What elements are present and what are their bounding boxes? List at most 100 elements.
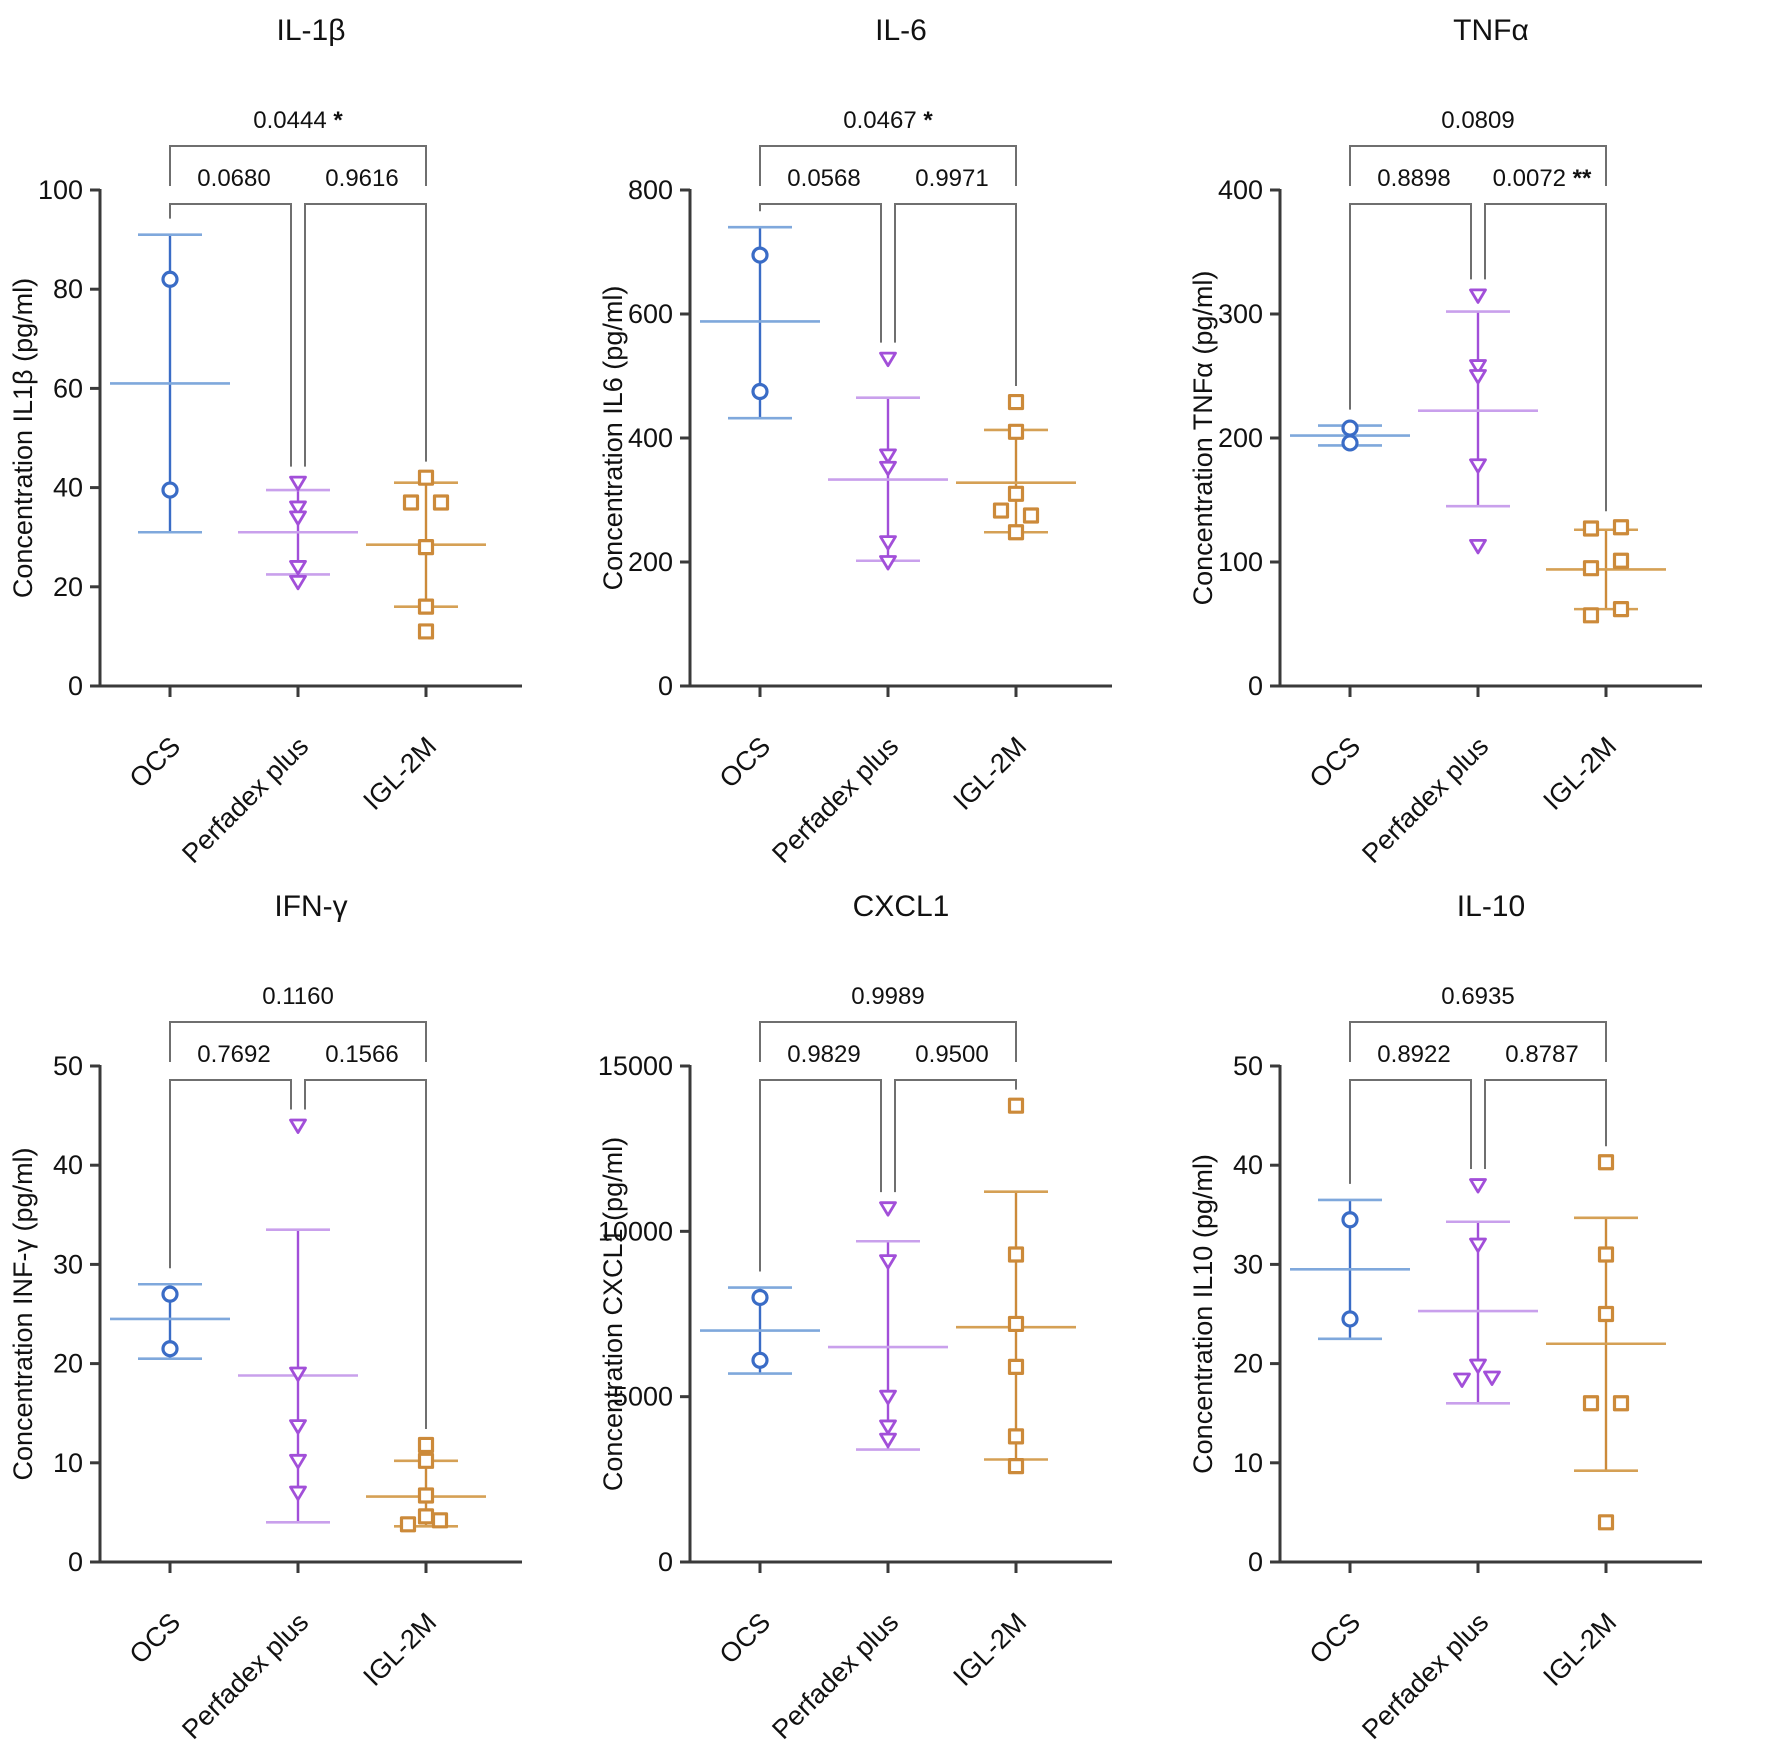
panel-title: IL-10 — [1457, 890, 1525, 923]
y-tick-label: 0 — [68, 1547, 83, 1577]
significance-bracket — [759, 203, 882, 343]
data-point — [879, 1419, 897, 1435]
data-point — [1007, 423, 1025, 440]
y-tick-label: 15000 — [598, 1051, 673, 1081]
data-point — [1582, 1395, 1600, 1412]
data-point — [1469, 359, 1487, 375]
y-axis-label: Concentration IL1β (pg/ml) — [8, 278, 38, 598]
data-point — [1007, 524, 1025, 541]
data-point — [1612, 1395, 1630, 1412]
y-tick-label: 200 — [1218, 423, 1263, 453]
x-tick-label: IGL-2M — [357, 1607, 442, 1692]
panel-il-6: IL-6 0 200 400 600 800 OCS Perfadex plus IGL-2M C… — [590, 0, 1180, 876]
y-tick-label: 80 — [53, 274, 83, 304]
panel-title: TNFα — [1453, 14, 1529, 47]
panel-il-10: IL-10 0 10 20 30 40 50 OCS Perfadex plus IGL-2M Co… — [1180, 876, 1772, 1752]
data-point — [1453, 1372, 1471, 1388]
x-tick-label: OCS — [1304, 1607, 1367, 1670]
y-tick-label: 5000 — [613, 1382, 673, 1412]
p-value-label: 0.6935 — [1441, 983, 1514, 1010]
y-tick-label: 0 — [1248, 671, 1263, 701]
data-point — [1007, 1097, 1025, 1114]
y-tick-label: 40 — [53, 1150, 83, 1180]
y-tick-label: 30 — [53, 1249, 83, 1279]
p-value-label: 0.8898 — [1377, 165, 1450, 192]
data-point — [879, 1432, 897, 1449]
data-point — [289, 500, 307, 516]
significance-bracket — [1349, 1021, 1607, 1062]
x-tick-label: Perfadex plus — [176, 731, 314, 869]
x-tick-label: Perfadex plus — [1356, 1607, 1494, 1745]
p-value-label: 0.0467 * — [843, 107, 933, 134]
p-value-label: 0.9971 — [915, 165, 988, 192]
x-tick-label: IGL-2M — [947, 1607, 1032, 1692]
p-value-label: 0.9500 — [915, 1041, 988, 1068]
data-point — [1469, 369, 1487, 385]
data-point — [289, 1453, 307, 1470]
y-tick-label: 400 — [1218, 175, 1263, 205]
data-point — [1469, 1358, 1487, 1374]
significance-bracket — [169, 1021, 427, 1062]
data-point — [417, 1508, 435, 1525]
y-axis-label: Concentration INF-γ (pg/ml) — [8, 1147, 38, 1480]
x-tick-label: Perfadex plus — [766, 1607, 904, 1745]
x-tick-label: IGL-2M — [947, 731, 1032, 816]
data-point — [879, 555, 897, 571]
data-point — [879, 535, 897, 551]
data-point — [879, 1254, 897, 1270]
panel-il-1b: IL-1β 0 20 40 60 80 100 OCS Perfadex plus IGL-2M C… — [0, 0, 590, 876]
p-value-label: 0.0568 — [787, 165, 860, 192]
data-point — [431, 1512, 449, 1529]
panel-ifn-g: IFN-γ 0 10 20 30 40 50 OCS Perfadex plus IGL-2M Co… — [0, 876, 590, 1752]
panel-tnfa: TNFα 0 100 200 300 400 OCS Perfadex plus IGL-2M C… — [1180, 0, 1772, 876]
data-point — [1469, 458, 1487, 474]
p-value-label: 0.8922 — [1377, 1041, 1450, 1068]
data-point — [1612, 601, 1630, 618]
data-point — [417, 469, 435, 486]
x-tick-label: IGL-2M — [357, 731, 442, 816]
x-tick-label: IGL-2M — [1537, 1607, 1622, 1692]
x-tick-label: Perfadex plus — [1356, 731, 1494, 869]
data-point — [289, 574, 307, 591]
p-value-label: 0.8787 — [1505, 1041, 1578, 1068]
y-tick-label: 300 — [1218, 299, 1263, 329]
data-point — [161, 1340, 179, 1358]
data-point — [879, 448, 897, 464]
data-point — [1597, 1246, 1615, 1263]
y-tick-label: 20 — [53, 572, 83, 602]
x-tick-label: Perfadex plus — [176, 1607, 314, 1745]
data-point — [1341, 1310, 1359, 1328]
panel-title: IL-1β — [277, 14, 346, 47]
panel-cxcl1: CXCL1 0 5000 10000 15000 OCS Perfadex plus IGL-… — [590, 876, 1180, 1752]
y-axis-label: Concentration IL6 (pg/ml) — [598, 286, 628, 591]
p-value-label: 0.9829 — [787, 1041, 860, 1068]
data-point — [1007, 485, 1025, 502]
p-value-label: 0.0680 — [197, 165, 270, 192]
data-point — [402, 494, 420, 511]
p-value-label: 0.9616 — [325, 165, 398, 192]
y-axis-label: Concentration CXCL1 (pg/ml) — [598, 1137, 628, 1491]
x-tick-label: OCS — [1304, 731, 1367, 794]
data-point — [1007, 1246, 1025, 1263]
p-value-label: 0.1566 — [325, 1041, 398, 1068]
data-point — [289, 1485, 307, 1501]
y-tick-label: 50 — [53, 1051, 83, 1081]
data-point — [1597, 1514, 1615, 1531]
data-point — [417, 539, 435, 556]
data-point — [879, 1201, 897, 1217]
p-value-label: 0.7692 — [197, 1041, 270, 1068]
significance-bracket — [759, 145, 1017, 186]
data-point — [1582, 520, 1600, 537]
data-point — [161, 1285, 179, 1303]
data-point — [432, 494, 450, 511]
data-point — [1341, 1211, 1359, 1229]
significance-bracket — [1484, 1079, 1607, 1170]
data-point — [161, 481, 179, 499]
significance-bracket — [1349, 145, 1607, 186]
significance-bracket — [1484, 203, 1607, 512]
data-point — [289, 1419, 307, 1435]
